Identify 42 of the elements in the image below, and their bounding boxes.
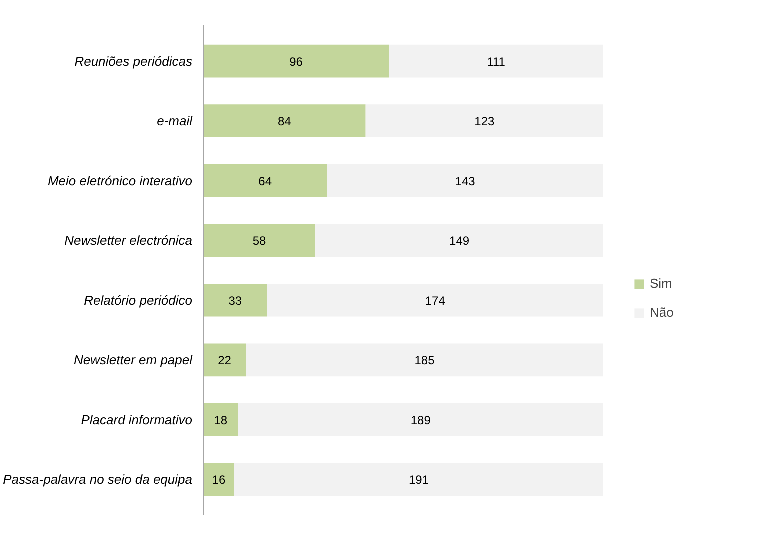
bar — [366, 104, 604, 138]
y-tick-label: Newsletter em papel — [74, 352, 194, 368]
data-label: 16 — [212, 473, 226, 488]
bar — [204, 403, 238, 436]
bar — [389, 44, 604, 78]
bar — [204, 224, 316, 258]
bar — [204, 164, 328, 198]
data-label: 143 — [455, 174, 476, 188]
y-tick-label: Passa-palavra no seio da equipa — [3, 472, 193, 488]
bar — [327, 164, 604, 198]
data-label: 64 — [258, 174, 272, 188]
legend-label: Não — [650, 305, 674, 320]
bar — [246, 344, 604, 377]
data-label: 189 — [410, 413, 432, 428]
y-tick-label: e-mail — [157, 114, 194, 129]
data-label: 191 — [408, 473, 430, 488]
bar — [234, 463, 604, 496]
data-label: 174 — [425, 294, 446, 308]
data-label: 33 — [228, 294, 242, 308]
y-tick-label: Newsletter electrónica — [64, 233, 193, 248]
data-label: 149 — [450, 234, 470, 248]
y-tick-label: Relatório periódico — [84, 292, 193, 308]
data-label: 123 — [474, 114, 495, 129]
y-tick-label: Reuniões periódicas — [74, 54, 193, 69]
data-label: 185 — [414, 354, 436, 368]
bar — [267, 284, 604, 317]
data-label: 111 — [487, 54, 506, 69]
bar — [204, 44, 390, 78]
data-label: 58 — [252, 234, 267, 248]
bar — [316, 224, 604, 258]
bar — [204, 463, 234, 496]
bar — [204, 284, 268, 317]
y-tick-label: Meio eletrónico interativo — [48, 173, 193, 188]
data-label: 18 — [214, 413, 228, 428]
bar — [204, 344, 246, 377]
legend-label: Sim — [650, 276, 672, 291]
bar — [204, 104, 366, 138]
bar — [238, 403, 604, 436]
data-label: 84 — [278, 114, 292, 129]
data-label: 96 — [290, 54, 304, 69]
data-label: 22 — [218, 354, 232, 368]
y-tick-label: Placard informativo — [81, 412, 193, 428]
